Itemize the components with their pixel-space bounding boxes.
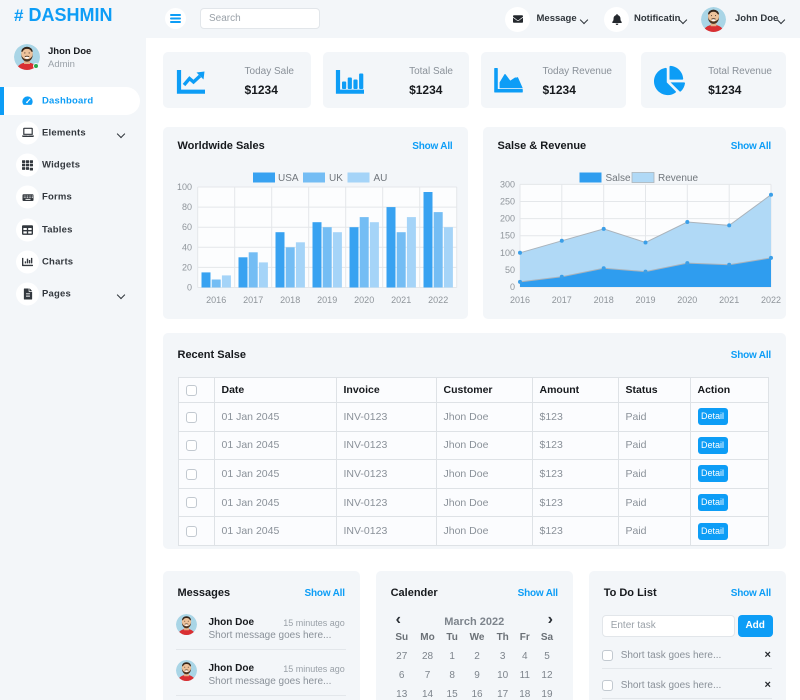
svg-text:2022: 2022 [428, 295, 448, 305]
svg-text:100: 100 [499, 247, 514, 257]
svg-text:300: 300 [499, 179, 514, 189]
svg-text:250: 250 [499, 196, 514, 206]
svg-text:80: 80 [181, 202, 191, 212]
svg-text:40: 40 [181, 242, 191, 252]
svg-text:2017: 2017 [243, 295, 263, 305]
svg-text:0: 0 [509, 282, 514, 292]
svg-text:2020: 2020 [677, 295, 697, 305]
svg-text:Salse: Salse [605, 173, 630, 184]
svg-text:2018: 2018 [280, 295, 300, 305]
svg-text:60: 60 [181, 222, 191, 232]
svg-text:Revenue: Revenue [658, 173, 698, 184]
svg-text:0: 0 [186, 282, 191, 292]
svg-text:20: 20 [181, 262, 191, 272]
svg-text:2022: 2022 [760, 295, 780, 305]
svg-text:UK: UK [329, 173, 343, 184]
svg-text:2019: 2019 [317, 295, 337, 305]
svg-text:2021: 2021 [391, 295, 411, 305]
svg-text:50: 50 [504, 264, 514, 274]
svg-text:USA: USA [278, 173, 299, 184]
svg-text:2018: 2018 [593, 295, 613, 305]
svg-text:200: 200 [499, 213, 514, 223]
svg-text:2021: 2021 [719, 295, 739, 305]
svg-text:150: 150 [499, 230, 514, 240]
svg-text:2016: 2016 [509, 295, 529, 305]
svg-text:2019: 2019 [635, 295, 655, 305]
svg-text:AU: AU [373, 173, 387, 184]
svg-text:2020: 2020 [354, 295, 374, 305]
svg-text:100: 100 [176, 182, 191, 192]
svg-text:2016: 2016 [206, 295, 226, 305]
svg-text:2017: 2017 [551, 295, 571, 305]
